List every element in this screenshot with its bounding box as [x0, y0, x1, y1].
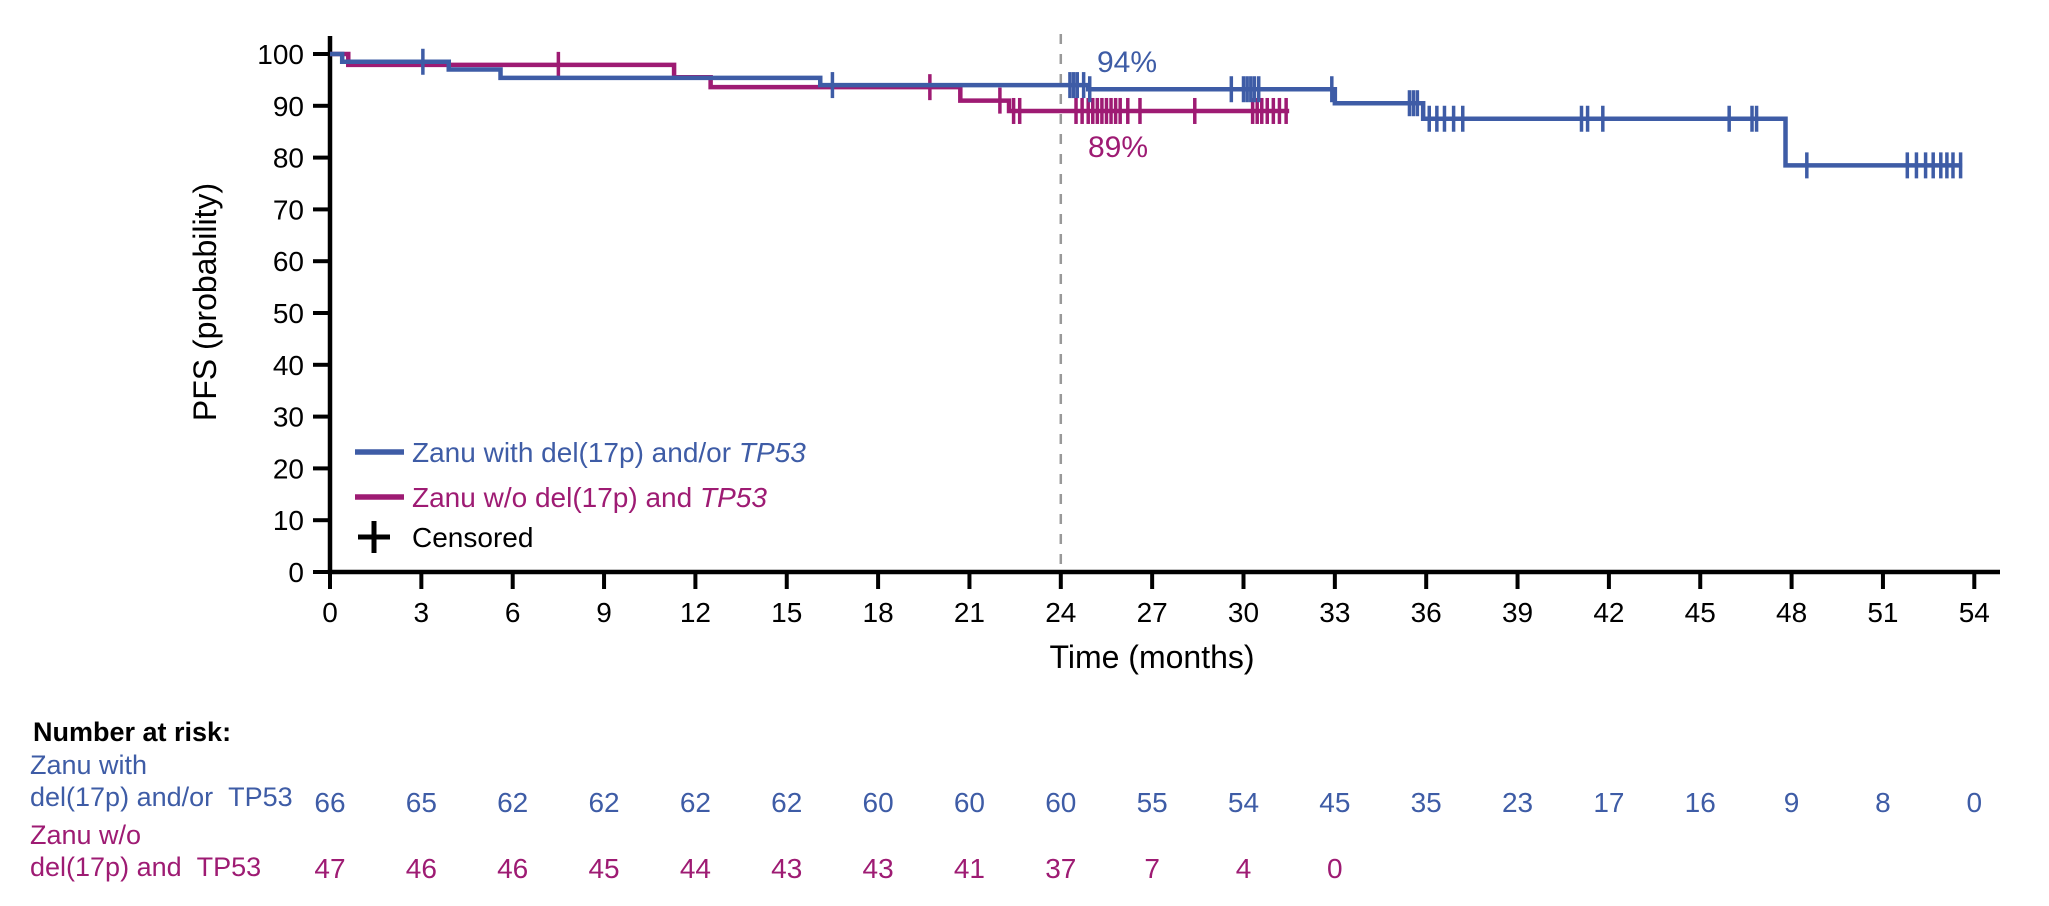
risk-count: 16: [1685, 787, 1716, 818]
risk-count: 17: [1593, 787, 1624, 818]
legend: Zanu with del(17p) and/or TP53 Zanu w/o …: [355, 437, 806, 553]
risk-count: 8: [1875, 787, 1891, 818]
censor-ticks-0: [421, 48, 1963, 179]
risk-count: 65: [406, 787, 437, 818]
risk-count: 60: [1045, 787, 1076, 818]
x-tick-label: 42: [1593, 597, 1624, 628]
risk-table: Number at risk: Zanu with del(17p) and/o…: [30, 717, 1982, 884]
y-tick-label: 90: [273, 91, 304, 122]
legend-label-gene: TP53: [700, 482, 767, 513]
risk-count: 62: [588, 787, 619, 818]
x-tick-label: 39: [1502, 597, 1533, 628]
y-tick-label: 60: [273, 246, 304, 277]
y-tick-label: 0: [288, 557, 304, 588]
km-curve-0: [330, 51, 1963, 168]
risk-count: 35: [1411, 787, 1442, 818]
risk-count: 4: [1236, 853, 1252, 884]
y-tick-label: 20: [273, 453, 304, 484]
x-tick-label: 9: [596, 597, 612, 628]
risk-count: 0: [1967, 787, 1983, 818]
x-tick-label: 24: [1045, 597, 1076, 628]
risk-values: 66 65 62 62 62 62 60 60 60 55 54 45 35 23 17 16 9 8 047 46 4…: [314, 787, 1982, 884]
risk-count: 47: [314, 853, 345, 884]
y-tick-label: 10: [273, 505, 304, 536]
legend-label-censored: Censored: [412, 522, 533, 553]
y-tick-label: 40: [273, 350, 304, 381]
y-tick-label: 30: [273, 402, 304, 433]
risk-count: 44: [680, 853, 711, 884]
risk-count: 37: [1045, 853, 1076, 884]
x-tick-label: 0: [322, 597, 338, 628]
y-tick-label: 80: [273, 143, 304, 174]
risk-count: 55: [1137, 787, 1168, 818]
legend-label-text: Zanu w/o del(17p) and: [412, 482, 700, 513]
risk-count: 62: [771, 787, 802, 818]
y-tick-label: 100: [257, 39, 304, 70]
x-axis-title: Time (months): [1049, 639, 1254, 675]
x-tick-label: 12: [680, 597, 711, 628]
y-tick-label: 50: [273, 298, 304, 329]
risk-count: 45: [1319, 787, 1350, 818]
annotation-24mo-high-risk: 94%: [1097, 46, 1157, 79]
risk-row-label-without-del17p-line1: Zanu w/o: [30, 820, 141, 850]
x-tick-label: 21: [954, 597, 985, 628]
risk-count: 9: [1784, 787, 1800, 818]
risk-count: 7: [1144, 853, 1160, 884]
risk-count: 62: [497, 787, 528, 818]
x-tick-label: 54: [1959, 597, 1990, 628]
annotation-24mo-standard-risk: 89%: [1088, 131, 1148, 164]
x-tick-label: 15: [771, 597, 802, 628]
y-tick-label: 70: [273, 194, 304, 225]
risk-count: 60: [863, 787, 894, 818]
x-tick-label: 51: [1867, 597, 1898, 628]
risk-count: 0: [1327, 853, 1343, 884]
risk-table-header: Number at risk:: [33, 717, 231, 747]
x-tick-label: 3: [414, 597, 430, 628]
legend-label-with-del17p: Zanu with del(17p) and/or TP53: [412, 437, 806, 468]
x-tick-label: 33: [1319, 597, 1350, 628]
x-tick-label: 27: [1137, 597, 1168, 628]
x-tick-label: 6: [505, 597, 521, 628]
risk-count: 45: [588, 853, 619, 884]
risk-row-label-without-del17p-line2: del(17p) and TP53: [30, 852, 261, 882]
risk-count: 66: [314, 787, 345, 818]
x-tick-label: 18: [863, 597, 894, 628]
x-tick-label: 45: [1685, 597, 1716, 628]
risk-count: 60: [954, 787, 985, 818]
series-curves: [330, 48, 1963, 179]
risk-count: 46: [406, 853, 437, 884]
y-axis-title: PFS (probability): [187, 183, 223, 421]
risk-count: 23: [1502, 787, 1533, 818]
x-tick-label: 48: [1776, 597, 1807, 628]
risk-count: 46: [497, 853, 528, 884]
risk-count: 54: [1228, 787, 1259, 818]
risk-row-label-with-del17p-line2: del(17p) and/or TP53: [30, 782, 293, 812]
risk-count: 43: [863, 853, 894, 884]
risk-count: 43: [771, 853, 802, 884]
risk-count: 62: [680, 787, 711, 818]
legend-label-without-del17p: Zanu w/o del(17p) and TP53: [412, 482, 767, 513]
legend-label-text: Zanu with del(17p) and/or: [412, 437, 739, 468]
risk-count: 41: [954, 853, 985, 884]
x-tick-label: 36: [1411, 597, 1442, 628]
censor-ticks-1: [556, 51, 1288, 124]
censored-plus-icon: [358, 521, 390, 553]
x-tick-label: 30: [1228, 597, 1259, 628]
risk-row-label-with-del17p-line1: Zanu with: [30, 750, 147, 780]
legend-label-gene: TP53: [739, 437, 806, 468]
